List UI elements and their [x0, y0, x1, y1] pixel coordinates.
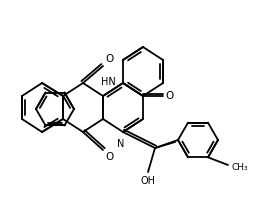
Text: O: O — [165, 91, 173, 101]
Text: O: O — [105, 152, 113, 162]
Text: CH₃: CH₃ — [231, 163, 248, 171]
Text: N: N — [117, 139, 125, 149]
Text: OH: OH — [140, 176, 155, 186]
Text: HN: HN — [101, 77, 116, 87]
Text: O: O — [105, 54, 113, 64]
